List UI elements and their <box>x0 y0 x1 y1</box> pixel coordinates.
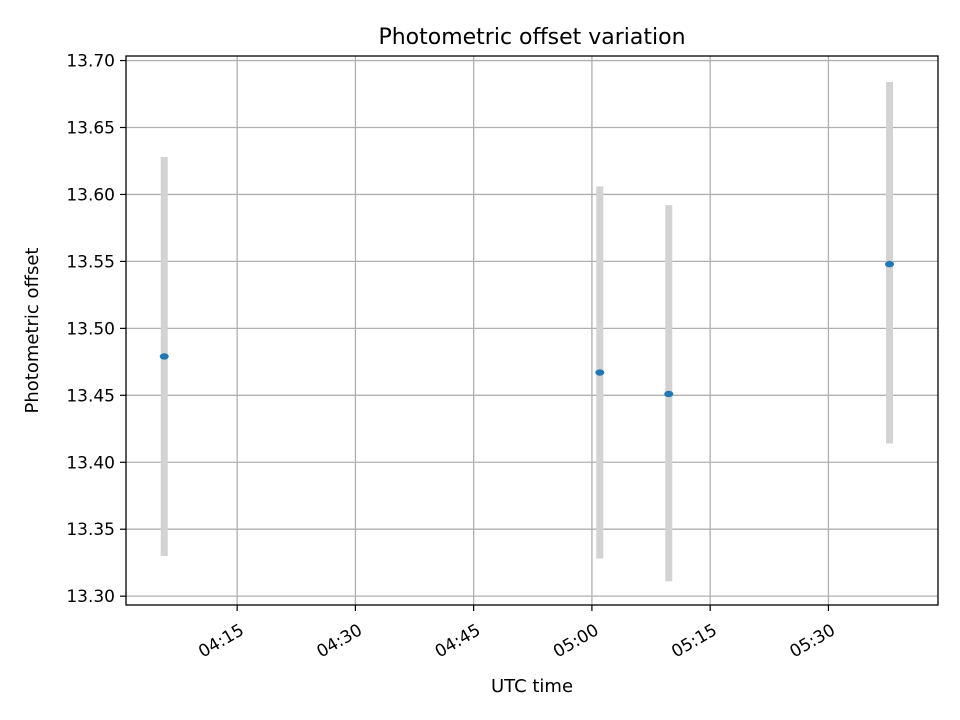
data-point <box>885 260 895 268</box>
data-point <box>664 390 674 398</box>
plot-frame <box>125 55 939 606</box>
data-point <box>159 353 169 360</box>
x-tick-label: 04:45 <box>432 620 484 662</box>
y-tick-label: 13.60 <box>66 185 115 205</box>
x-tick-label: 04:30 <box>313 620 365 662</box>
x-tick-label: 05:30 <box>786 620 838 662</box>
ticks: 13.30 13.35 13.40 13.45 13.50 13.55 13.60 13.65… <box>66 52 839 663</box>
x-tick-label: 04:15 <box>195 620 247 662</box>
grid <box>126 56 938 605</box>
y-tick-label: 13.50 <box>66 319 115 339</box>
y-tick-label: 13.45 <box>66 386 115 406</box>
x-tick-label: 05:15 <box>668 620 720 662</box>
y-tick-label: 13.65 <box>66 119 115 139</box>
y-tick-label: 13.55 <box>66 252 115 272</box>
data-points <box>159 260 895 398</box>
x-axis-label: UTC time <box>491 676 573 697</box>
x-tick-label: 05:00 <box>550 620 602 662</box>
chart-title: Photometric offset variation <box>378 25 685 50</box>
error-bars <box>160 81 894 582</box>
y-tick-label: 13.35 <box>66 520 115 540</box>
y-axis-label: Photometric offset <box>22 248 43 414</box>
y-tick-label: 13.70 <box>66 52 115 72</box>
y-tick-label: 13.40 <box>66 453 115 473</box>
data-point <box>595 369 605 376</box>
y-tick-label: 13.30 <box>66 587 115 607</box>
